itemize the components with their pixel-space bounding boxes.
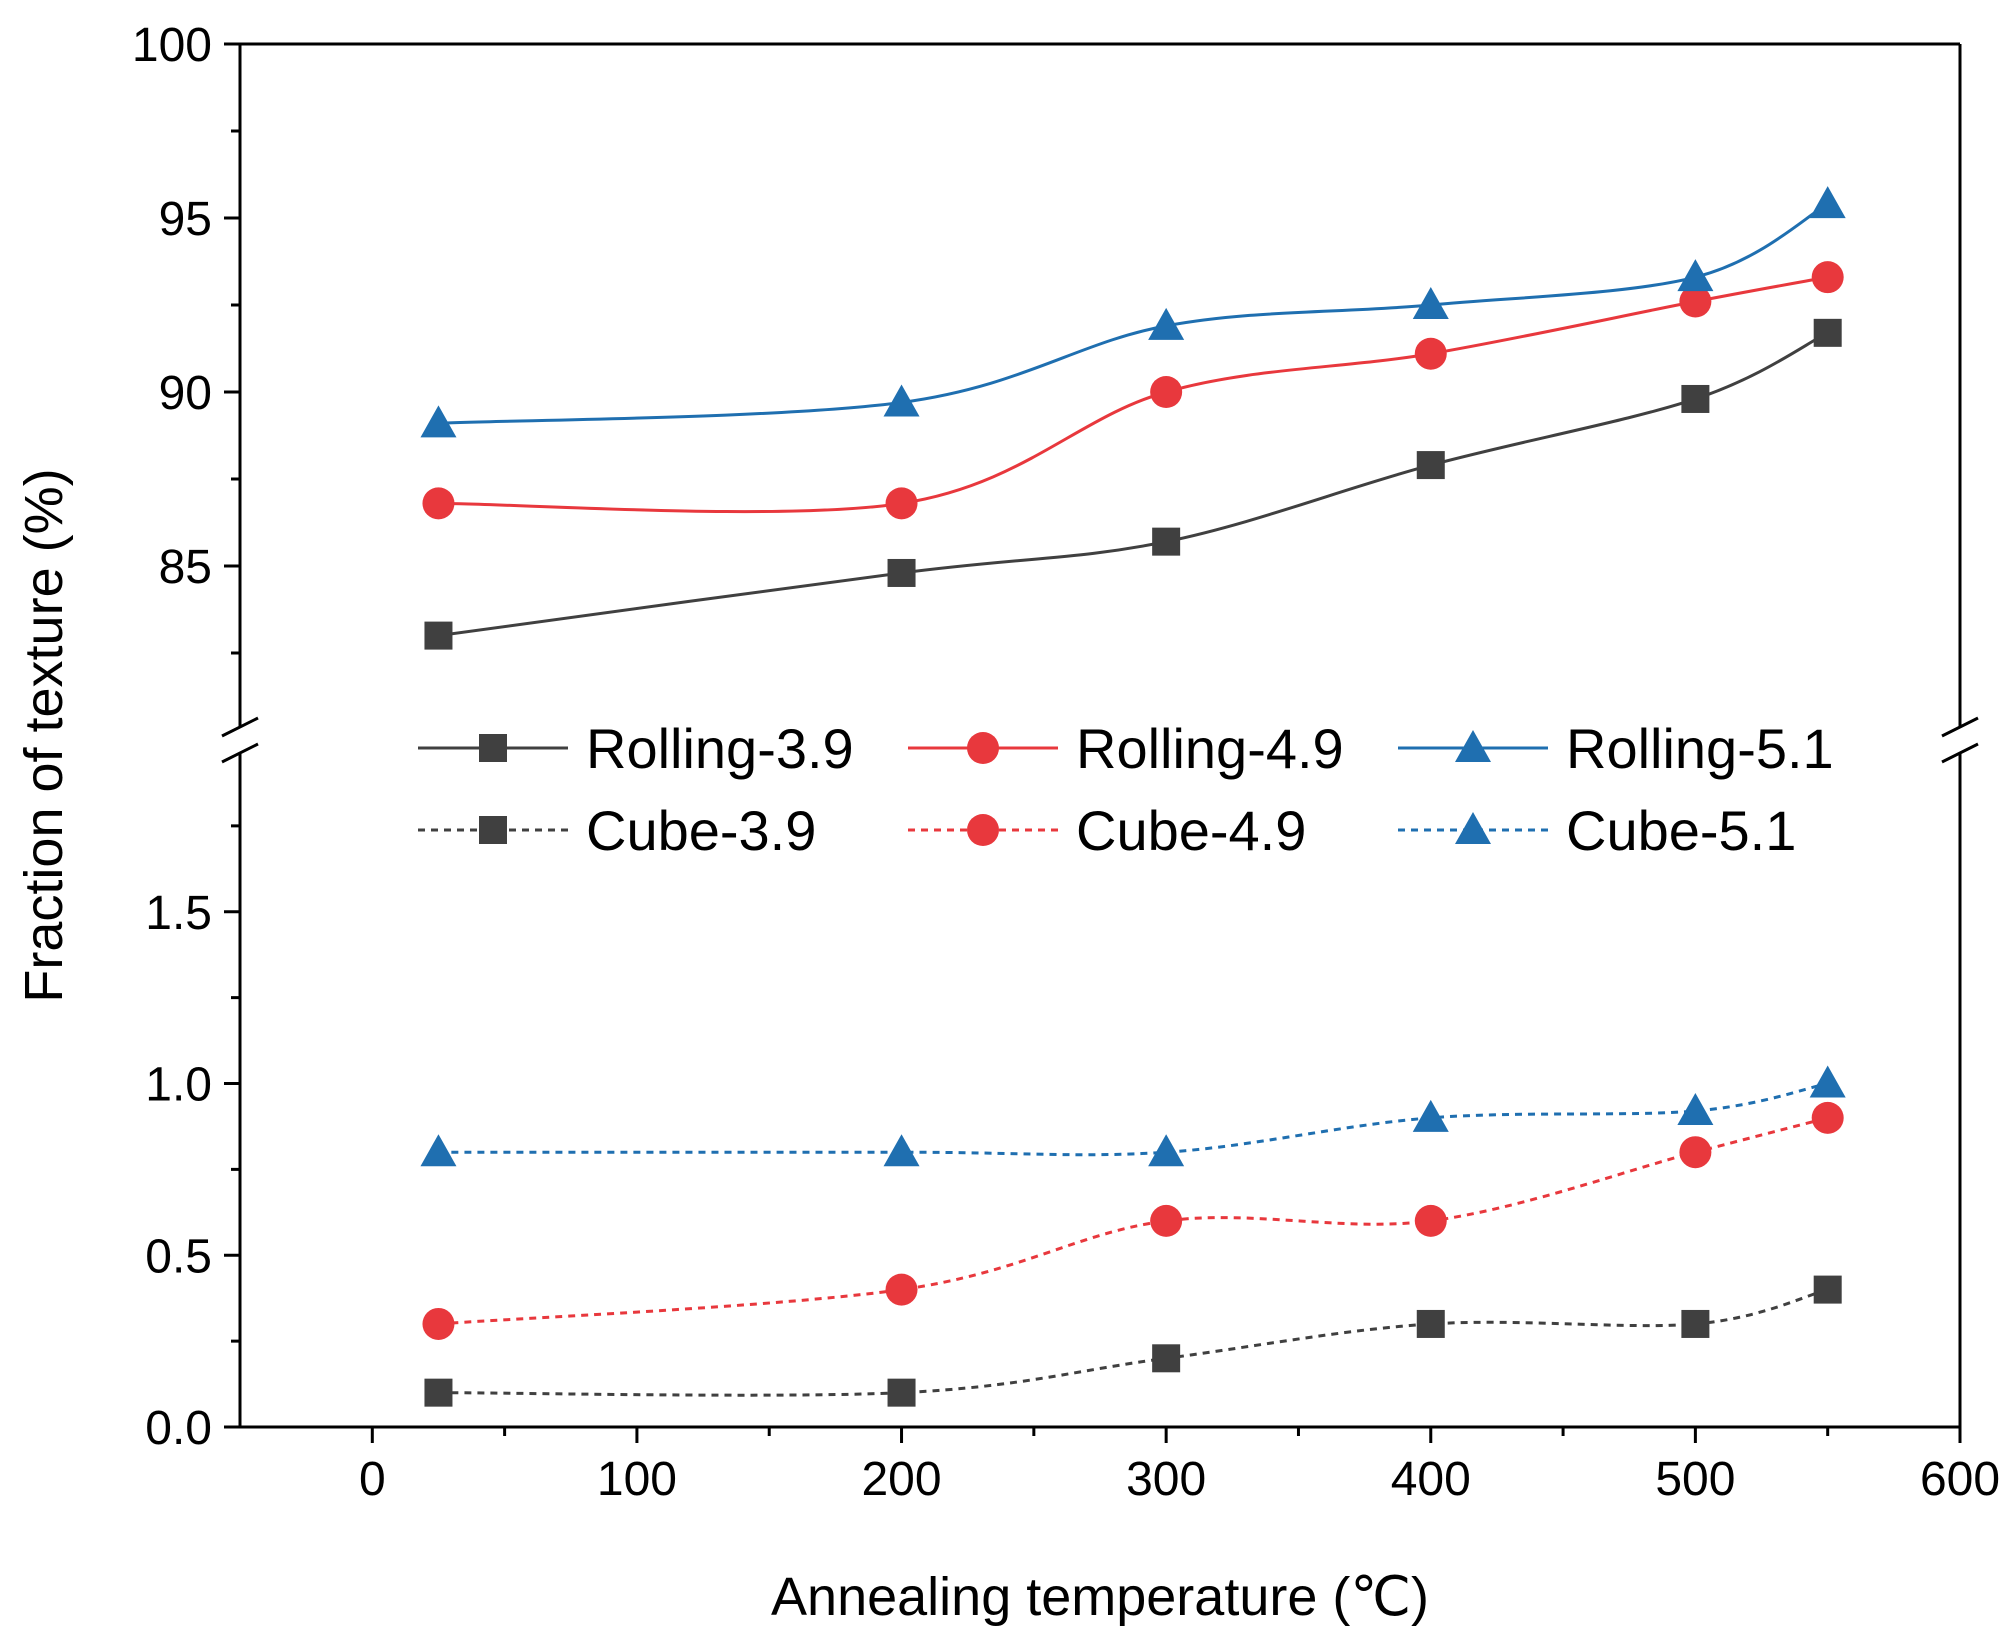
y-tick-label: 85	[159, 541, 212, 594]
series-line	[438, 1288, 1829, 1397]
series-cube-4.9	[422, 1101, 1844, 1340]
x-tick-label: 200	[861, 1453, 941, 1506]
series-line	[438, 275, 1828, 514]
y-tick-label: 1.0	[145, 1059, 212, 1112]
legend-label: Cube-4.9	[1076, 799, 1306, 862]
axis-break-mark	[1941, 742, 1979, 764]
data-point	[883, 1134, 920, 1167]
data-point	[1677, 1092, 1714, 1125]
legend-marker	[479, 734, 507, 762]
data-point	[422, 487, 455, 520]
series-line	[438, 202, 1829, 425]
data-point	[1414, 1204, 1447, 1237]
y-tick-label: 1.5	[145, 887, 212, 940]
x-tick-label: 500	[1655, 1453, 1735, 1506]
data-point	[1148, 307, 1185, 340]
x-tick-label: 100	[597, 1453, 677, 1506]
legend-item: Rolling-4.9	[908, 717, 1344, 780]
legend-marker	[967, 814, 999, 846]
series-line	[438, 1116, 1829, 1326]
axis-break-mark	[221, 742, 259, 764]
data-point	[1679, 1136, 1712, 1169]
data-point	[1148, 1134, 1185, 1167]
series-rolling-5.1	[420, 186, 1846, 438]
data-point	[1811, 261, 1844, 294]
data-point	[885, 487, 918, 520]
legend-label: Cube-5.1	[1566, 799, 1796, 862]
axis-break-mark	[1941, 716, 1979, 738]
x-tick-label: 400	[1391, 1453, 1471, 1506]
data-point	[1412, 287, 1449, 319]
data-point	[422, 1307, 455, 1340]
series-cube-3.9	[424, 1275, 1842, 1407]
series-layer	[420, 186, 1846, 1407]
legend-label: Rolling-3.9	[586, 717, 854, 780]
axis-break-mark	[221, 716, 259, 738]
legend-marker	[1455, 730, 1491, 762]
data-point	[887, 1378, 916, 1407]
legend: Rolling-3.9 Rolling-4.9 Rolling-5.1 Cube-3.…	[418, 717, 1834, 862]
legend-item: Rolling-3.9	[418, 717, 854, 780]
data-point	[1416, 451, 1445, 480]
data-point	[1677, 259, 1714, 292]
axes-layer: 0 100 200 300 400 500 600 85 90 95 100 0.0 0.5 1.0 1.5	[132, 19, 2000, 1506]
y-tick-label: 0.5	[145, 1230, 212, 1283]
legend-marker	[1455, 812, 1491, 844]
data-point	[1152, 527, 1181, 556]
x-axis-title: Annealing temperature (℃)	[771, 1567, 1429, 1627]
legend-item: Rolling-5.1	[1398, 717, 1834, 780]
data-point	[420, 405, 457, 438]
data-point	[1681, 1309, 1710, 1338]
data-point	[1813, 1275, 1842, 1304]
legend-label: Rolling-4.9	[1076, 717, 1344, 780]
data-point	[883, 384, 920, 417]
legend-item: Cube-4.9	[908, 799, 1306, 862]
data-point	[1416, 1309, 1445, 1338]
data-point	[1150, 1204, 1183, 1237]
data-point	[1811, 1101, 1844, 1134]
series-rolling-4.9	[422, 261, 1844, 520]
data-point	[424, 1378, 453, 1407]
legend-marker	[479, 816, 507, 844]
y-tick-label: 95	[159, 193, 212, 246]
legend-label: Rolling-5.1	[1566, 717, 1834, 780]
data-point	[1152, 1344, 1181, 1373]
x-tick-label: 300	[1126, 1453, 1206, 1506]
series-line	[438, 331, 1829, 638]
data-point	[1681, 384, 1710, 413]
data-point	[885, 1273, 918, 1306]
x-tick-label: 600	[1920, 1453, 2000, 1506]
legend-marker	[967, 732, 999, 764]
data-point	[1813, 318, 1842, 347]
data-point	[420, 1134, 457, 1167]
legend-label: Cube-3.9	[586, 799, 816, 862]
data-point	[887, 558, 916, 587]
y-tick-label: 100	[132, 19, 212, 72]
y-tick-label: 0.0	[145, 1402, 212, 1455]
data-point	[424, 621, 453, 650]
series-line	[438, 1082, 1828, 1157]
data-point	[1809, 186, 1846, 219]
legend-item: Cube-3.9	[418, 799, 816, 862]
data-point	[1809, 1065, 1846, 1098]
x-tick-label: 0	[359, 1453, 386, 1506]
data-point	[1150, 376, 1183, 408]
data-point	[1414, 337, 1447, 370]
data-point	[1679, 285, 1712, 318]
y-tick-label: 90	[159, 367, 212, 420]
legend-item: Cube-5.1	[1398, 799, 1796, 862]
y-axis-title: Fraction of texture (%)	[14, 468, 74, 1002]
series-rolling-3.9	[424, 318, 1842, 650]
series-cube-5.1	[420, 1065, 1846, 1167]
data-point	[1412, 1099, 1449, 1132]
